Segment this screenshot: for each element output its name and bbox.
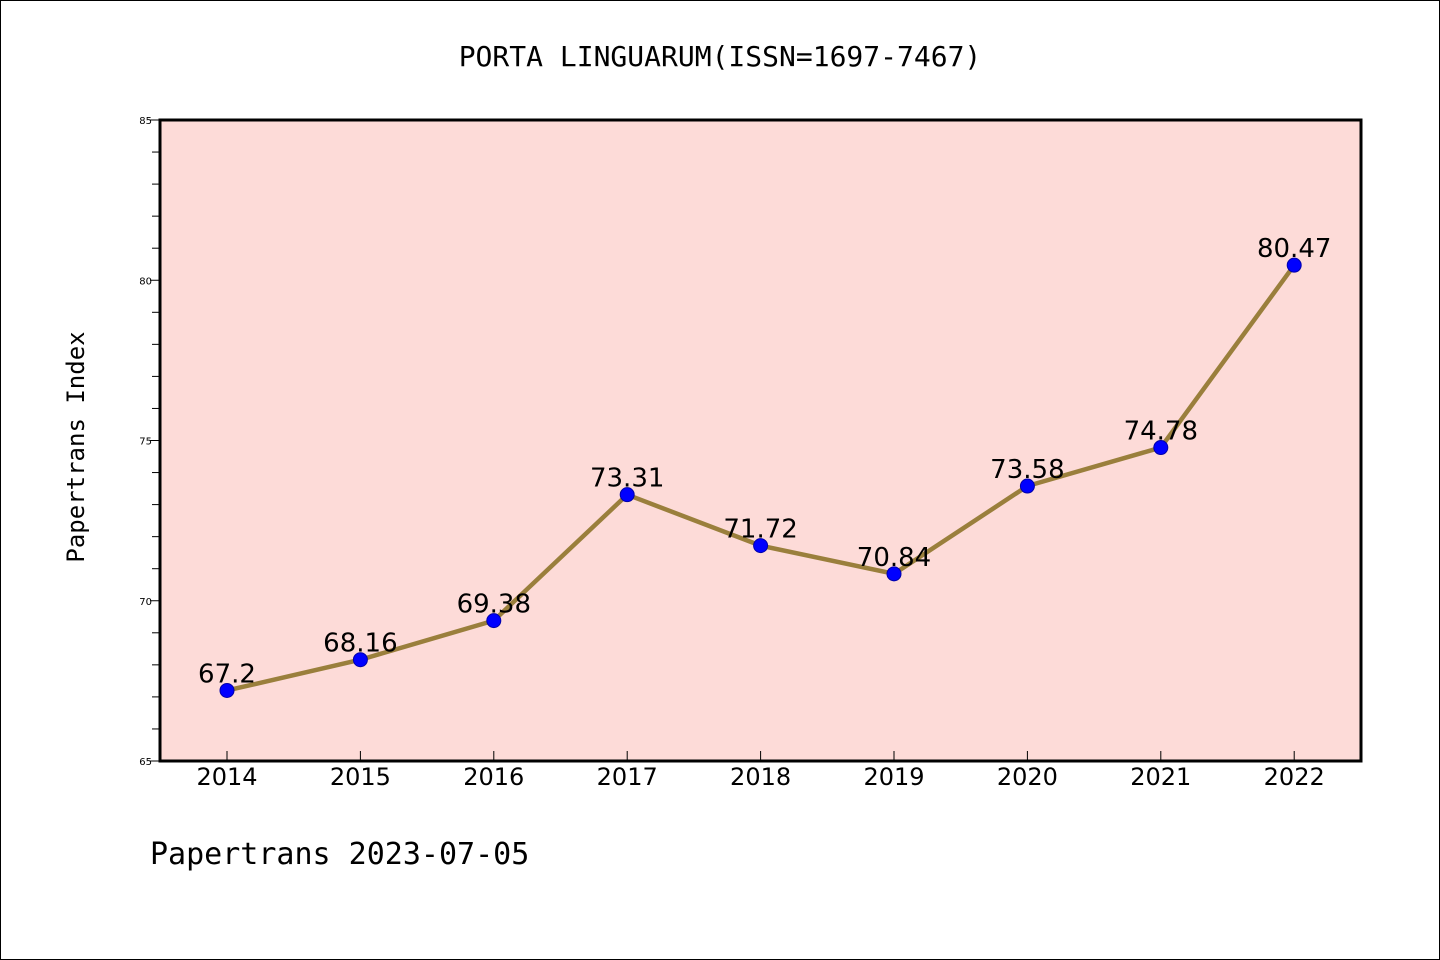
data-label: 74.78 (1124, 417, 1198, 447)
y-tick-label: 85 (139, 116, 152, 127)
x-tick-label: 2015 (330, 763, 391, 791)
y-tick-label: 70 (139, 597, 152, 608)
data-label: 71.72 (723, 515, 797, 545)
data-point (619, 487, 635, 503)
x-tick-label: 2020 (997, 763, 1058, 791)
x-tick-label: 2016 (463, 763, 524, 791)
data-point (1019, 478, 1035, 494)
data-point (219, 682, 235, 698)
data-label: 73.31 (590, 464, 664, 494)
y-tick-label: 65 (139, 757, 152, 768)
data-label: 73.58 (990, 455, 1064, 485)
y-tick-label: 75 (139, 437, 152, 448)
x-tick-label: 2014 (196, 763, 257, 791)
chart-title: PORTA LINGUARUM(ISSN=1697-7467) (459, 40, 982, 73)
data-label: 69.38 (457, 590, 531, 620)
x-tick-label: 2021 (1130, 763, 1191, 791)
data-point (352, 652, 368, 668)
data-label: 70.84 (857, 543, 931, 573)
y-tick-label: 80 (139, 276, 152, 287)
series-group (219, 257, 1302, 698)
x-tick-label: 2022 (1264, 763, 1325, 791)
data-label: 68.16 (323, 629, 397, 659)
x-tick-label: 2018 (730, 763, 791, 791)
data-labels: 67.2 68.16 69.38 73.31 71.72 70.84 73.58 74.78 8… (198, 234, 1331, 689)
data-label: 67.2 (198, 659, 256, 689)
data-point (753, 538, 769, 554)
data-point (1286, 257, 1302, 273)
footer-date: Papertrans 2023-07-05 (150, 837, 529, 872)
y-axis-title: Papertrans Index (62, 331, 90, 562)
data-point (886, 566, 902, 582)
data-point (486, 613, 502, 629)
data-point (1153, 440, 1169, 456)
x-tick-label: 2019 (863, 763, 924, 791)
y-axis: 65 70 75 80 85 (139, 116, 160, 768)
data-label: 80.47 (1257, 234, 1331, 264)
x-tick-label: 2017 (597, 763, 658, 791)
x-axis: 2014 2015 2016 2017 2018 2019 2020 2021 2022 (196, 751, 1325, 791)
